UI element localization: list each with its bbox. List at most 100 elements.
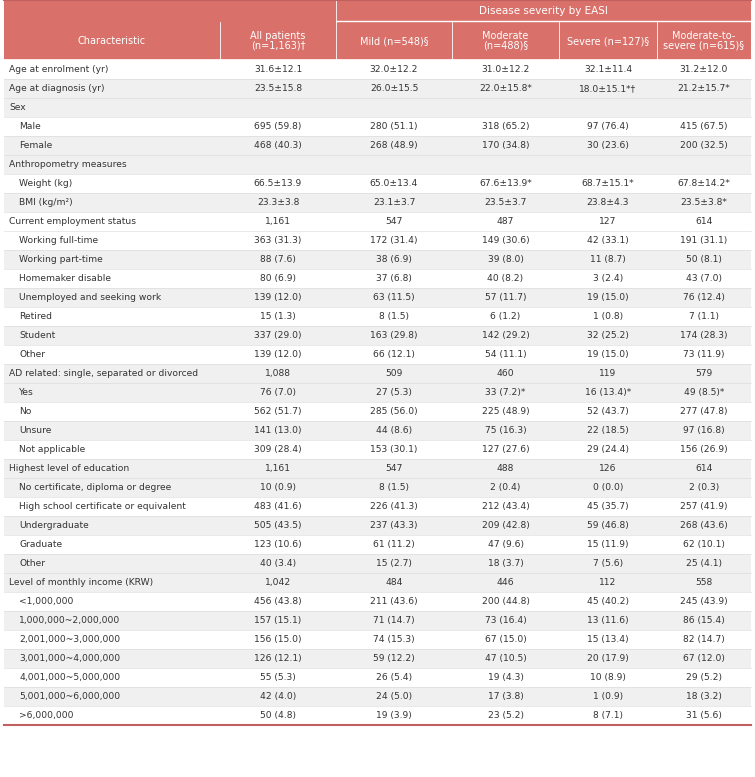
Text: Homemaker disable: Homemaker disable <box>19 274 111 283</box>
Text: 43 (7.0): 43 (7.0) <box>686 274 722 283</box>
Text: Female: Female <box>19 141 52 150</box>
Text: All patients: All patients <box>251 31 306 41</box>
Text: 363 (31.3): 363 (31.3) <box>254 236 302 245</box>
Text: 2 (0.3): 2 (0.3) <box>689 483 719 492</box>
Text: Retired: Retired <box>19 312 52 321</box>
Text: 174 (28.3): 174 (28.3) <box>680 331 728 340</box>
Text: 268 (43.6): 268 (43.6) <box>680 521 728 530</box>
Text: Undergraduate: Undergraduate <box>19 521 89 530</box>
Text: 10 (0.9): 10 (0.9) <box>260 483 296 492</box>
Text: 38 (6.9): 38 (6.9) <box>376 255 412 264</box>
Text: 52 (43.7): 52 (43.7) <box>587 407 629 416</box>
Text: No: No <box>19 407 32 416</box>
Text: 59 (12.2): 59 (12.2) <box>373 654 415 663</box>
Text: 57 (11.7): 57 (11.7) <box>485 293 526 302</box>
Text: severe (n=615)§: severe (n=615)§ <box>664 40 744 51</box>
Text: 149 (30.6): 149 (30.6) <box>482 236 529 245</box>
Bar <box>4 554 751 573</box>
Bar <box>4 155 751 174</box>
Text: 212 (43.4): 212 (43.4) <box>482 502 529 511</box>
Text: 54 (11.1): 54 (11.1) <box>485 350 526 359</box>
Text: 15 (11.9): 15 (11.9) <box>587 540 629 549</box>
Text: Highest level of education: Highest level of education <box>9 464 129 473</box>
Bar <box>4 345 751 364</box>
Text: 19 (3.9): 19 (3.9) <box>376 711 412 720</box>
Text: 112: 112 <box>599 578 617 587</box>
Text: 97 (16.8): 97 (16.8) <box>683 426 725 435</box>
Text: >6,000,000: >6,000,000 <box>19 711 73 720</box>
Text: 40 (3.4): 40 (3.4) <box>260 559 296 568</box>
Text: 19 (4.3): 19 (4.3) <box>488 673 523 682</box>
Text: 8 (1.5): 8 (1.5) <box>379 483 409 492</box>
Text: 22 (18.5): 22 (18.5) <box>587 426 629 435</box>
Text: 15 (2.7): 15 (2.7) <box>376 559 412 568</box>
Bar <box>4 212 751 231</box>
Text: High school certificate or equivalent: High school certificate or equivalent <box>19 502 186 511</box>
Text: 8 (7.1): 8 (7.1) <box>593 711 623 720</box>
Text: 3,001,000~4,000,000: 3,001,000~4,000,000 <box>19 654 120 663</box>
Text: Current employment status: Current employment status <box>9 217 136 226</box>
Bar <box>559 22 657 60</box>
Text: 49 (8.5)*: 49 (8.5)* <box>684 388 724 397</box>
Text: Graduate: Graduate <box>19 540 62 549</box>
Text: 141 (13.0): 141 (13.0) <box>254 426 302 435</box>
Text: 32 (25.2): 32 (25.2) <box>587 331 629 340</box>
Text: Other: Other <box>19 350 45 359</box>
Text: 45 (40.2): 45 (40.2) <box>587 597 629 606</box>
Text: 309 (28.4): 309 (28.4) <box>254 445 302 454</box>
Text: 11 (8.7): 11 (8.7) <box>590 255 626 264</box>
Text: 42 (33.1): 42 (33.1) <box>587 236 629 245</box>
Bar <box>4 630 751 649</box>
Text: 16 (13.4)*: 16 (13.4)* <box>585 388 631 397</box>
Text: 3 (2.4): 3 (2.4) <box>593 274 623 283</box>
Text: 1,161: 1,161 <box>265 217 291 226</box>
Text: 209 (42.8): 209 (42.8) <box>482 521 529 530</box>
Text: 558: 558 <box>695 578 713 587</box>
Text: 74 (15.3): 74 (15.3) <box>373 635 414 644</box>
Text: 123 (10.6): 123 (10.6) <box>254 540 302 549</box>
Text: 29 (5.2): 29 (5.2) <box>686 673 722 682</box>
Text: 22.0±15.8*: 22.0±15.8* <box>479 84 532 93</box>
Text: 170 (34.8): 170 (34.8) <box>482 141 529 150</box>
Bar <box>4 231 751 250</box>
Text: (n=1,163)†: (n=1,163)† <box>251 40 305 51</box>
Bar <box>336 22 452 60</box>
Text: 88 (7.6): 88 (7.6) <box>260 255 296 264</box>
Text: 71 (14.7): 71 (14.7) <box>373 616 414 625</box>
Text: 509: 509 <box>385 369 402 378</box>
Bar <box>4 535 751 554</box>
Bar <box>4 516 751 535</box>
Text: 23.8±4.3: 23.8±4.3 <box>587 198 629 207</box>
Bar <box>4 288 751 307</box>
Bar <box>657 22 751 60</box>
Text: 8 (1.5): 8 (1.5) <box>379 312 409 321</box>
Bar <box>4 60 751 79</box>
Text: 163 (29.8): 163 (29.8) <box>370 331 418 340</box>
Bar <box>4 117 751 136</box>
Text: 17 (3.8): 17 (3.8) <box>488 692 523 701</box>
Text: 237 (43.3): 237 (43.3) <box>370 521 418 530</box>
Bar <box>4 687 751 706</box>
Text: Moderate: Moderate <box>482 31 528 41</box>
Bar <box>4 174 751 193</box>
Text: 47 (10.5): 47 (10.5) <box>485 654 526 663</box>
Text: Anthropometry measures: Anthropometry measures <box>9 160 127 169</box>
Text: 31 (5.6): 31 (5.6) <box>686 711 722 720</box>
Text: 18 (3.7): 18 (3.7) <box>488 559 523 568</box>
Text: (n=488)§: (n=488)§ <box>483 40 528 51</box>
Text: 50 (4.8): 50 (4.8) <box>260 711 296 720</box>
Text: No certificate, diploma or degree: No certificate, diploma or degree <box>19 483 171 492</box>
Text: Male: Male <box>19 122 41 131</box>
Text: 487: 487 <box>497 217 514 226</box>
Text: 19 (15.0): 19 (15.0) <box>587 350 629 359</box>
Text: 26.0±15.5: 26.0±15.5 <box>370 84 418 93</box>
Text: 0 (0.0): 0 (0.0) <box>593 483 623 492</box>
Bar <box>4 402 751 421</box>
Text: 63 (11.5): 63 (11.5) <box>373 293 414 302</box>
Text: Moderate-to-: Moderate-to- <box>673 31 735 41</box>
Text: 50 (8.1): 50 (8.1) <box>686 255 722 264</box>
Text: 23.5±3.8*: 23.5±3.8* <box>680 198 727 207</box>
Text: Other: Other <box>19 559 45 568</box>
Text: 614: 614 <box>695 464 713 473</box>
Bar <box>4 250 751 269</box>
